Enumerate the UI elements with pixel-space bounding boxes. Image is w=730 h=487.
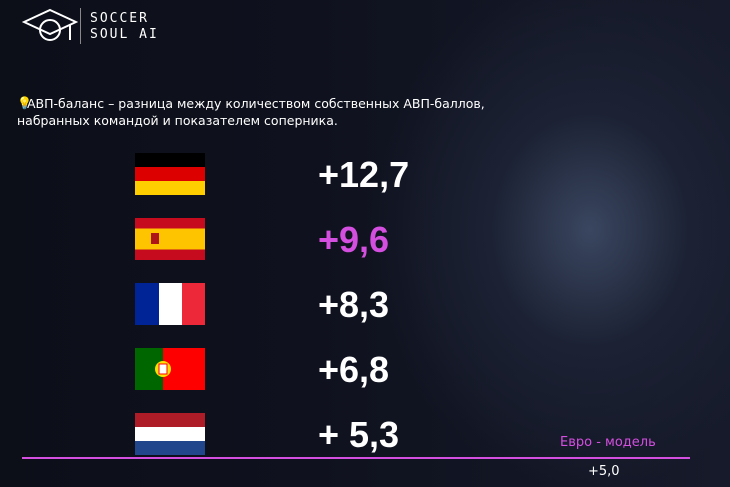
bulb-icon: 💡 xyxy=(17,96,32,110)
flag-france xyxy=(135,283,205,325)
value: +12,7 xyxy=(318,154,410,195)
note-line2: набранных командой и показателем соперни… xyxy=(17,113,338,128)
footer-line xyxy=(22,457,690,459)
footer-value: +5,0 xyxy=(588,464,620,479)
logo-line2: SOUL AI xyxy=(90,27,159,42)
flag-germany xyxy=(135,153,205,195)
logo-divider xyxy=(80,8,81,44)
value: +6,8 xyxy=(318,349,390,390)
note-line1: АВП-баланс – разница между количеством с… xyxy=(27,96,485,111)
value: + 5,3 xyxy=(318,414,400,455)
footer-label: Евро - модель xyxy=(560,435,656,450)
value: +9,6 xyxy=(318,219,390,260)
flag-portugal xyxy=(135,348,205,390)
value: +8,3 xyxy=(318,284,390,325)
flag-netherlands xyxy=(135,413,205,455)
logo-line1: SOCCER xyxy=(90,11,149,26)
logo-icon xyxy=(22,8,78,41)
flag-spain xyxy=(135,218,205,260)
